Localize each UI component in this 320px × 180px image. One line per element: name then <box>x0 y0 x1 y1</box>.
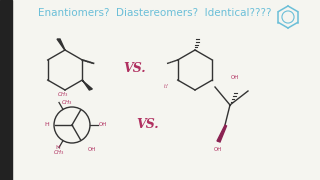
Polygon shape <box>217 125 227 142</box>
Text: OH: OH <box>99 123 108 127</box>
Text: OH: OH <box>87 147 96 152</box>
Bar <box>0 0 12 180</box>
Text: OH: OH <box>231 75 239 80</box>
Text: H: H <box>44 123 49 127</box>
Polygon shape <box>57 39 65 50</box>
Text: H: H <box>56 145 60 150</box>
Text: $CH_3$: $CH_3$ <box>61 98 73 107</box>
Text: $l_1$': $l_1$' <box>163 83 170 91</box>
Text: VS.: VS. <box>124 62 146 75</box>
Text: OH: OH <box>214 147 222 152</box>
Text: Enantiomers?  Diastereomers?  Identical????: Enantiomers? Diastereomers? Identical???… <box>38 8 272 18</box>
Text: VS.: VS. <box>137 118 159 132</box>
Text: $CH_3$: $CH_3$ <box>52 148 64 157</box>
Polygon shape <box>82 80 92 90</box>
Text: $CH_3$: $CH_3$ <box>57 90 68 99</box>
